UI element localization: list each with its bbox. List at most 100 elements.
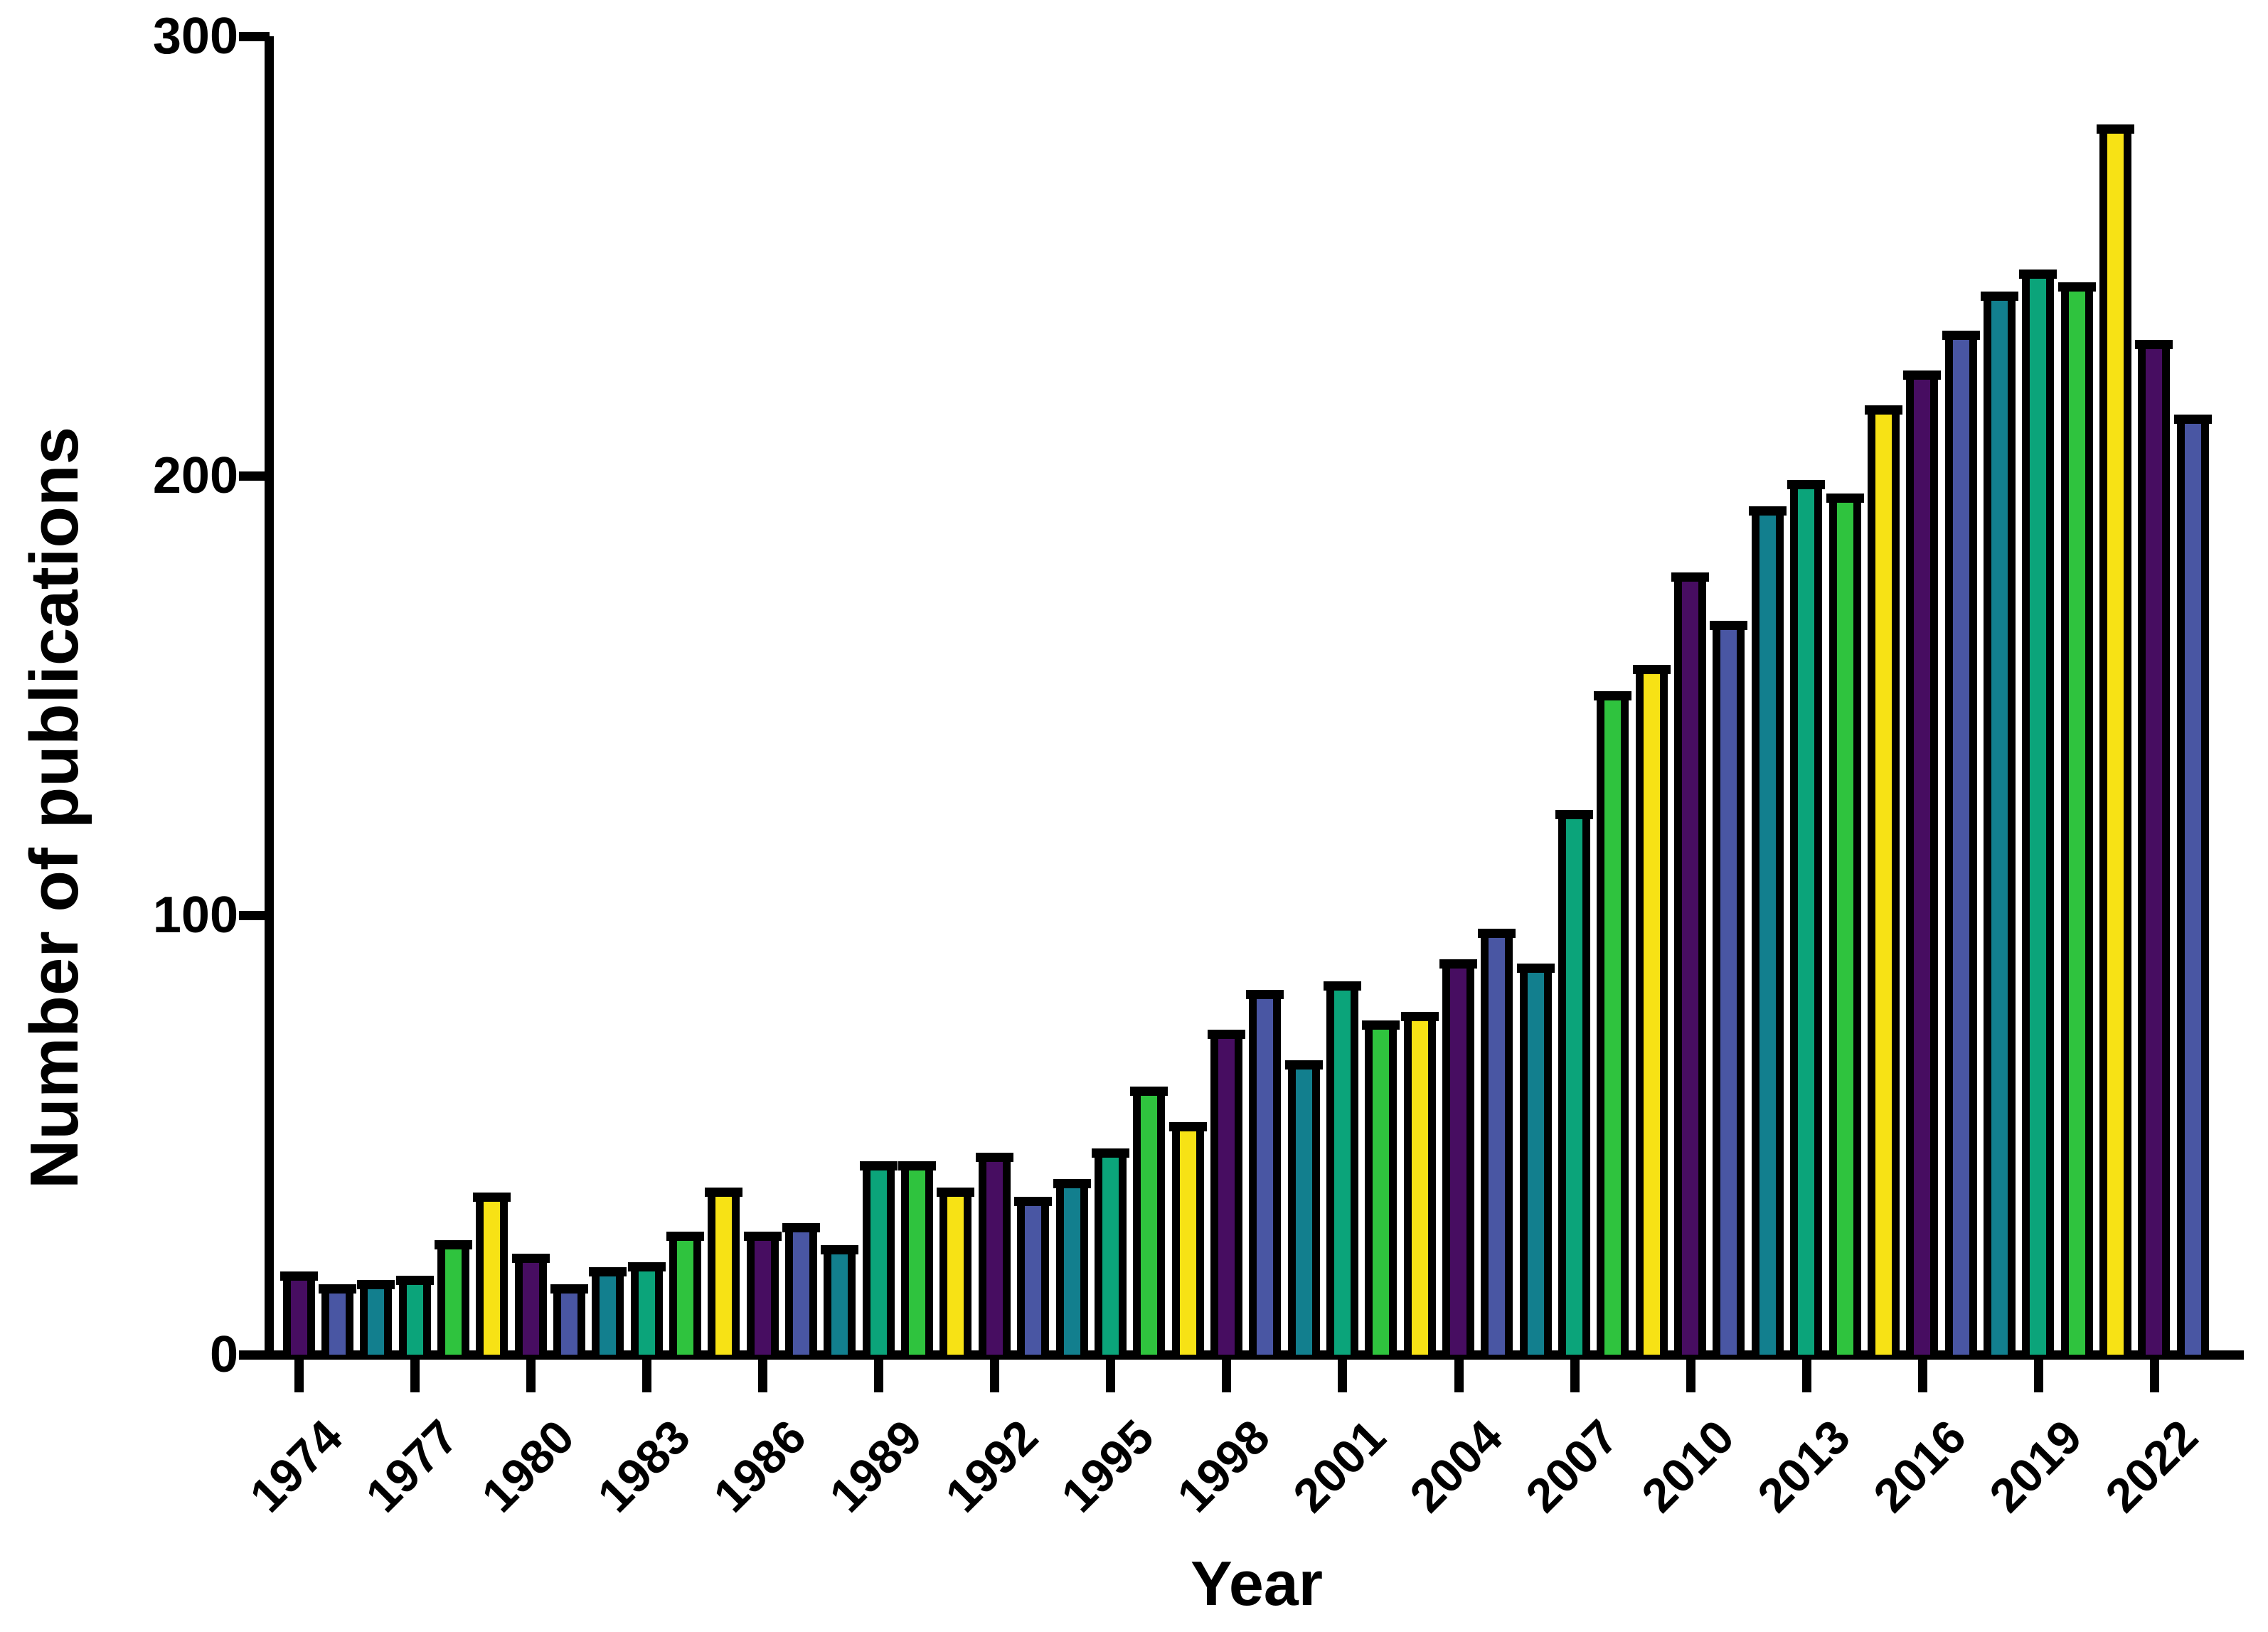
bar-cap-1993: [1014, 1197, 1052, 1206]
x-tick-label-text-1995: 1995: [1051, 1409, 1164, 1523]
bar-cap-1990: [898, 1161, 936, 1170]
bar-1992: [976, 1153, 1013, 1355]
bar-1995: [1092, 1148, 1129, 1355]
bar-cap-1984: [666, 1232, 704, 1241]
x-tick-2010: [1686, 1360, 1695, 1392]
bar-2005: [1478, 929, 1516, 1355]
bar-fill-2017: [1953, 338, 1969, 1355]
bar-fill-1990: [909, 1169, 925, 1355]
x-tick-2016: [1918, 1360, 1927, 1392]
bar-fill-1984: [677, 1239, 693, 1355]
bar-fill-2004: [1450, 967, 1466, 1355]
bar-1987: [782, 1223, 820, 1355]
bar-1996: [1130, 1087, 1168, 1355]
bar-fill-2006: [1528, 971, 1544, 1355]
x-tick-label-text-1980: 1980: [472, 1409, 585, 1523]
bar-2021: [2097, 124, 2134, 1355]
bar-2009: [1633, 665, 1671, 1355]
bar-1985: [705, 1188, 742, 1355]
bar-cap-2020: [2058, 282, 2096, 292]
bar-1981: [550, 1284, 588, 1355]
bar-2001: [1324, 981, 1361, 1355]
bar-cap-2014: [1826, 494, 1864, 503]
bar-cap-1981: [550, 1284, 588, 1294]
bar-1998: [1208, 1030, 1245, 1355]
bar-2015: [1865, 405, 1902, 1355]
bar-fill-2002: [1373, 1028, 1389, 1355]
bar-fill-2007: [1566, 818, 1582, 1355]
bar-cap-1986: [744, 1232, 782, 1241]
bar-fill-1978: [445, 1248, 462, 1355]
x-tick-1992: [990, 1360, 999, 1392]
bar-cap-1975: [319, 1284, 356, 1294]
bar-1978: [435, 1240, 472, 1355]
bar-fill-1995: [1102, 1156, 1119, 1355]
bar-fill-2015: [1875, 413, 1892, 1355]
bar-1984: [666, 1232, 704, 1355]
bar-cap-2007: [1555, 810, 1593, 819]
bar-cap-1999: [1246, 990, 1284, 999]
bar-fill-2009: [1644, 673, 1660, 1355]
bar-2011: [1710, 621, 1747, 1355]
x-tick-1983: [642, 1360, 651, 1392]
x-tick-label-text-1986: 1986: [703, 1409, 816, 1523]
y-tick-300: [239, 32, 270, 41]
bar-cap-2005: [1478, 929, 1516, 938]
bar-cap-2022: [2135, 340, 2173, 349]
bar-2003: [1401, 1012, 1439, 1355]
bar-fill-1980: [523, 1262, 539, 1355]
bar-fill-1994: [1064, 1187, 1080, 1355]
bar-fill-1992: [986, 1161, 1003, 1355]
bar-cap-1985: [705, 1188, 742, 1197]
bar-fill-1998: [1218, 1038, 1235, 1355]
bar-cap-1980: [512, 1254, 550, 1263]
bar-cap-1997: [1169, 1122, 1207, 1131]
bar-cap-1982: [589, 1267, 627, 1276]
bar-cap-1978: [435, 1240, 472, 1249]
bar-cap-1989: [860, 1161, 898, 1170]
bar-cap-2008: [1594, 691, 1631, 700]
bar-1999: [1246, 990, 1284, 1355]
x-tick-label-text-2007: 2007: [1516, 1409, 1629, 1523]
x-tick-label-text-1998: 1998: [1167, 1409, 1280, 1523]
bar-2000: [1285, 1060, 1323, 1355]
bar-1979: [473, 1193, 511, 1355]
bar-cap-1992: [976, 1153, 1013, 1162]
bar-cap-1977: [396, 1276, 434, 1285]
bar-cap-2017: [1942, 331, 1980, 340]
bar-cap-2010: [1671, 572, 1709, 582]
x-tick-label-text-1977: 1977: [356, 1409, 469, 1523]
bar-2018: [1981, 292, 2018, 1355]
bar-cap-2004: [1439, 959, 1477, 969]
bar-fill-2018: [1991, 299, 2008, 1355]
bar-fill-2011: [1720, 629, 1737, 1355]
bar-cap-1983: [628, 1262, 666, 1271]
bar-cap-1974: [280, 1271, 318, 1281]
bar-1991: [937, 1188, 974, 1355]
y-tick-200: [239, 471, 270, 481]
bar-2022: [2135, 340, 2173, 1355]
bar-2019: [2019, 270, 2057, 1355]
bar-2002: [1362, 1020, 1400, 1355]
bar-fill-1977: [407, 1284, 423, 1355]
bar-fill-1983: [639, 1270, 655, 1355]
bar-cap-1988: [821, 1245, 858, 1254]
bar-1980: [512, 1254, 550, 1355]
x-tick-2019: [2034, 1360, 2043, 1392]
bar-fill-2012: [1759, 514, 1776, 1355]
y-tick-0: [239, 1350, 270, 1360]
x-tick-2007: [1570, 1360, 1580, 1392]
x-tick-label-text-2022: 2022: [2095, 1409, 2208, 1523]
bar-fill-2014: [1837, 501, 1853, 1355]
y-tick-label-0: 0: [209, 1326, 238, 1383]
y-tick-label-300: 300: [152, 8, 238, 65]
x-tick-label-text-2004: 2004: [1400, 1409, 1513, 1523]
bar-1988: [821, 1245, 858, 1355]
bar-fill-2016: [1914, 378, 1930, 1355]
bar-cap-1991: [937, 1188, 974, 1197]
bar-fill-1979: [484, 1200, 500, 1355]
bar-1976: [357, 1280, 395, 1355]
bar-cap-1987: [782, 1223, 820, 1232]
bar-2020: [2058, 282, 2096, 1355]
bar-cap-2009: [1633, 665, 1671, 674]
